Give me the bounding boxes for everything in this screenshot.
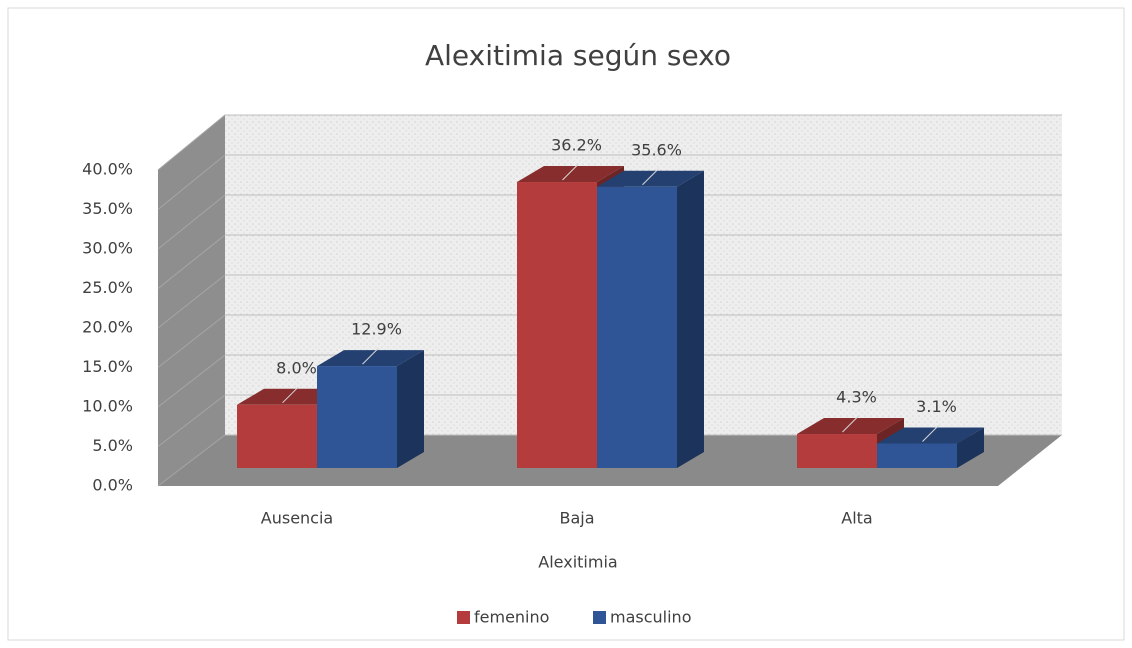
grid-line-side xyxy=(157,154,226,210)
bar-side xyxy=(397,350,424,468)
grid-line-side xyxy=(157,194,226,250)
leader-line xyxy=(642,168,659,186)
y-tick-label: 0.0% xyxy=(92,476,133,495)
grid-line-side xyxy=(157,434,226,487)
grid-line-side xyxy=(157,234,226,289)
bar xyxy=(877,443,957,468)
bar-side xyxy=(677,170,704,468)
leader-line xyxy=(282,386,299,404)
chart-title: Alexitimia según sexo xyxy=(425,39,731,72)
leader-line xyxy=(562,163,579,181)
value-label: 12.9% xyxy=(351,320,402,339)
leader-line xyxy=(362,347,379,365)
value-label: 8.0% xyxy=(276,358,317,377)
y-tick-label: 5.0% xyxy=(92,436,133,455)
bar-top xyxy=(597,170,704,187)
bar-side xyxy=(957,427,984,468)
y-tick-label: 15.0% xyxy=(82,357,133,376)
x-axis-title: Alexitimia xyxy=(538,553,617,572)
value-label: 36.2% xyxy=(551,136,602,155)
legend-label: masculino xyxy=(610,608,691,627)
bar xyxy=(797,434,877,468)
grid-line-side xyxy=(157,274,226,329)
y-tick-label: 35.0% xyxy=(82,199,133,218)
grid-line-side xyxy=(157,394,226,447)
y-tick-label: 20.0% xyxy=(82,318,133,337)
grid-line-side xyxy=(157,354,226,408)
bar xyxy=(317,366,397,468)
bar xyxy=(597,186,677,468)
bar-top xyxy=(797,418,904,435)
value-label: 4.3% xyxy=(836,388,877,407)
x-tick-label: Baja xyxy=(559,509,594,528)
x-tick-label: Ausencia xyxy=(261,509,333,528)
grid-line-side xyxy=(157,114,226,171)
legend-swatch xyxy=(593,611,606,624)
y-tick-label: 30.0% xyxy=(82,239,133,258)
bar xyxy=(517,182,597,468)
y-tick-label: 40.0% xyxy=(82,160,133,179)
legend-label: femenino xyxy=(474,608,549,627)
bar-top xyxy=(517,166,624,183)
side-wall xyxy=(158,115,225,486)
leader-line xyxy=(842,415,859,433)
bar xyxy=(237,404,317,468)
y-tick-label: 25.0% xyxy=(82,278,133,297)
value-label: 3.1% xyxy=(916,397,957,416)
y-tick-label: 10.0% xyxy=(82,397,133,416)
grid-line-side xyxy=(157,314,226,368)
leader-line xyxy=(922,425,939,442)
legend-swatch xyxy=(457,611,470,624)
x-tick-label: Alta xyxy=(841,509,872,528)
value-label: 35.6% xyxy=(631,140,682,159)
bar-top xyxy=(317,350,424,367)
bar-top xyxy=(877,427,984,444)
